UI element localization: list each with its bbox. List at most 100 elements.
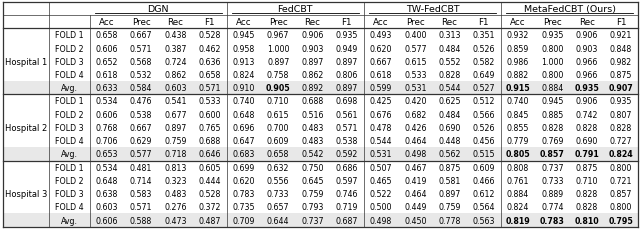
- Text: 0.737: 0.737: [541, 163, 564, 172]
- Text: 0.779: 0.779: [507, 136, 529, 146]
- Text: 0.875: 0.875: [438, 163, 461, 172]
- Text: 0.828: 0.828: [575, 202, 598, 211]
- Text: 0.313: 0.313: [438, 31, 461, 40]
- Text: 0.566: 0.566: [472, 110, 495, 119]
- Text: 0.276: 0.276: [164, 202, 186, 211]
- Text: 0.706: 0.706: [95, 136, 118, 146]
- Text: 0.466: 0.466: [472, 176, 495, 185]
- Text: 0.897: 0.897: [164, 123, 186, 132]
- Text: 0.606: 0.606: [95, 216, 118, 225]
- Text: Prec: Prec: [406, 18, 424, 27]
- Text: 0.583: 0.583: [130, 189, 152, 198]
- Text: 0.484: 0.484: [438, 110, 461, 119]
- Text: 0.719: 0.719: [335, 202, 358, 211]
- Text: 0.824: 0.824: [507, 202, 529, 211]
- Text: 0.892: 0.892: [301, 84, 324, 93]
- Text: 0.533: 0.533: [404, 71, 426, 80]
- Text: 0.556: 0.556: [267, 176, 289, 185]
- Text: 0.599: 0.599: [370, 84, 392, 93]
- Text: 0.526: 0.526: [472, 123, 495, 132]
- Text: 0.438: 0.438: [164, 31, 186, 40]
- Text: 0.507: 0.507: [370, 163, 392, 172]
- Text: 0.907: 0.907: [609, 84, 634, 93]
- Text: 0.982: 0.982: [610, 57, 632, 66]
- Text: 0.571: 0.571: [130, 202, 152, 211]
- Text: 0.667: 0.667: [130, 123, 152, 132]
- Text: 0.515: 0.515: [472, 150, 495, 159]
- Text: 0.476: 0.476: [130, 97, 152, 106]
- Text: 0.618: 0.618: [95, 71, 118, 80]
- Text: 0.913: 0.913: [233, 57, 255, 66]
- Text: 0.778: 0.778: [438, 216, 461, 225]
- Text: FOLD 1: FOLD 1: [55, 163, 84, 172]
- Text: 0.464: 0.464: [404, 189, 426, 198]
- Text: 0.783: 0.783: [233, 189, 255, 198]
- Text: 0.795: 0.795: [609, 216, 634, 225]
- Text: 0.606: 0.606: [95, 44, 118, 53]
- Text: 0.426: 0.426: [404, 123, 426, 132]
- Text: 0.688: 0.688: [198, 136, 221, 146]
- Text: 0.714: 0.714: [130, 176, 152, 185]
- Text: 0.561: 0.561: [335, 110, 358, 119]
- Text: 0.800: 0.800: [610, 163, 632, 172]
- Text: 0.522: 0.522: [370, 189, 392, 198]
- Text: 0.759: 0.759: [438, 202, 461, 211]
- Text: 0.750: 0.750: [301, 163, 324, 172]
- Text: 0.828: 0.828: [575, 189, 598, 198]
- Text: 0.903: 0.903: [301, 44, 324, 53]
- Text: 0.742: 0.742: [575, 110, 598, 119]
- Text: DGN: DGN: [147, 5, 169, 14]
- Text: 0.652: 0.652: [95, 57, 118, 66]
- Text: 0.897: 0.897: [438, 189, 461, 198]
- Text: 0.625: 0.625: [438, 97, 461, 106]
- Text: 0.562: 0.562: [438, 150, 461, 159]
- Text: 0.638: 0.638: [95, 189, 118, 198]
- Text: 0.932: 0.932: [507, 31, 529, 40]
- Text: 0.688: 0.688: [301, 97, 324, 106]
- Text: 0.538: 0.538: [335, 136, 358, 146]
- Text: 0.945: 0.945: [233, 31, 255, 40]
- Text: 0.915: 0.915: [506, 84, 531, 93]
- Text: 0.528: 0.528: [198, 189, 221, 198]
- Text: FOLD 4: FOLD 4: [55, 202, 84, 211]
- Text: 0.512: 0.512: [472, 97, 495, 106]
- Text: 0.647: 0.647: [232, 136, 255, 146]
- Text: 0.620: 0.620: [232, 176, 255, 185]
- Text: 0.906: 0.906: [301, 31, 324, 40]
- Text: 0.791: 0.791: [574, 150, 599, 159]
- Text: 0.658: 0.658: [95, 31, 118, 40]
- Text: 0.448: 0.448: [438, 136, 461, 146]
- Text: FOLD 4: FOLD 4: [55, 136, 84, 146]
- Text: F1: F1: [204, 18, 215, 27]
- Text: F1: F1: [479, 18, 489, 27]
- Text: 0.478: 0.478: [370, 123, 392, 132]
- Text: 0.653: 0.653: [95, 150, 118, 159]
- Text: 0.419: 0.419: [404, 176, 426, 185]
- Text: 0.783: 0.783: [540, 216, 565, 225]
- Text: 0.600: 0.600: [198, 110, 221, 119]
- Bar: [3, 148, 638, 161]
- Text: 0.500: 0.500: [370, 202, 392, 211]
- Text: 0.544: 0.544: [438, 84, 461, 93]
- Text: MetaFedCBT (Ours): MetaFedCBT (Ours): [524, 5, 616, 14]
- Text: 0.609: 0.609: [267, 136, 289, 146]
- Text: 0.484: 0.484: [438, 44, 461, 53]
- Text: 0.737: 0.737: [301, 216, 324, 225]
- Text: 0.498: 0.498: [370, 216, 392, 225]
- Text: 0.603: 0.603: [95, 202, 118, 211]
- Text: 0.696: 0.696: [233, 123, 255, 132]
- Text: 0.649: 0.649: [472, 71, 495, 80]
- Text: 0.687: 0.687: [335, 216, 358, 225]
- Text: 0.905: 0.905: [266, 84, 291, 93]
- Text: 0.921: 0.921: [610, 31, 632, 40]
- Text: 0.906: 0.906: [575, 31, 598, 40]
- Text: 0.456: 0.456: [472, 136, 495, 146]
- Text: Acc: Acc: [373, 18, 388, 27]
- Text: 0.828: 0.828: [610, 123, 632, 132]
- Text: 0.935: 0.935: [574, 84, 599, 93]
- Text: 0.483: 0.483: [301, 136, 324, 146]
- Text: 0.746: 0.746: [335, 189, 358, 198]
- Text: TW-FedCBT: TW-FedCBT: [406, 5, 460, 14]
- Text: 0.819: 0.819: [506, 216, 531, 225]
- Bar: [3, 82, 638, 95]
